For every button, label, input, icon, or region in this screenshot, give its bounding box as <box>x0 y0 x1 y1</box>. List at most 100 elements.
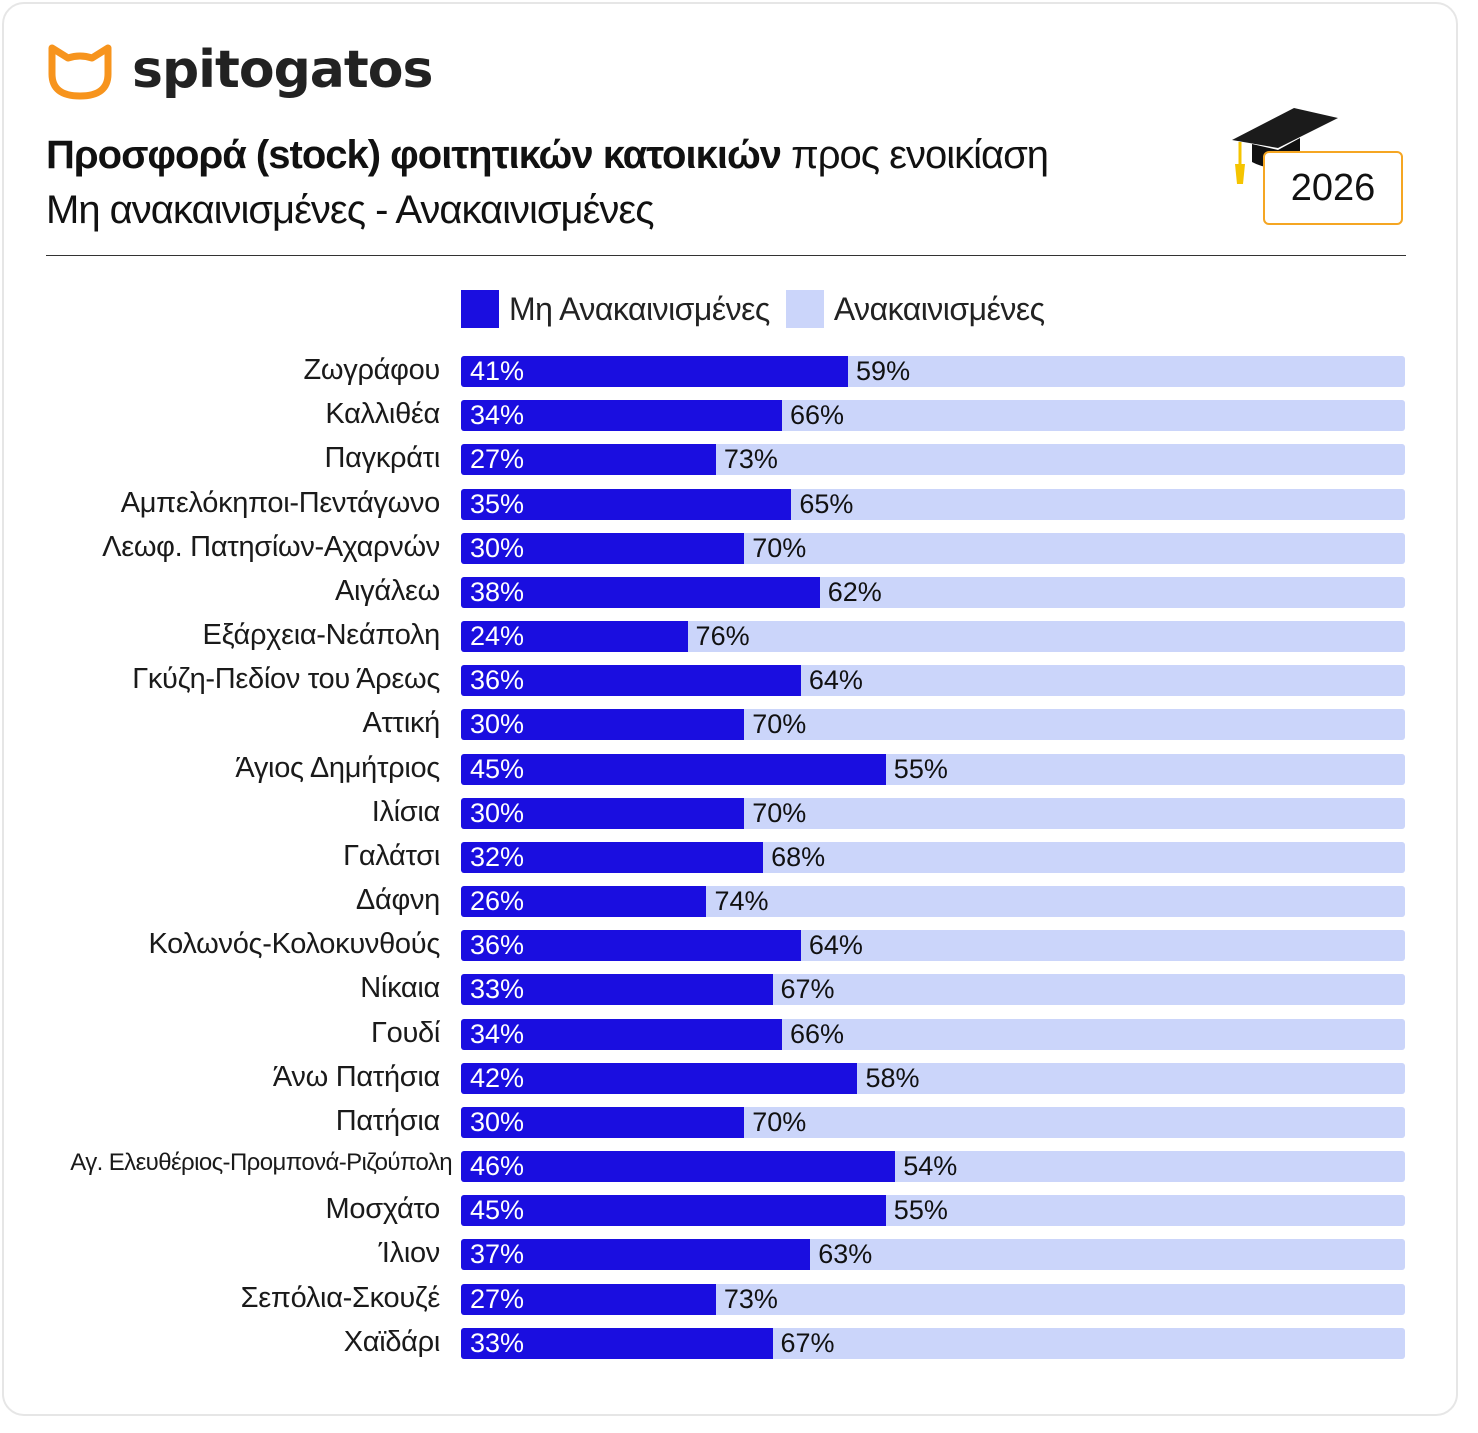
bar-renovated: 35% 65% <box>461 489 1405 520</box>
bar-renovated: 26% 74% <box>461 886 1405 917</box>
category-label: Αμπελόκηποι-Πεντάγωνο <box>120 487 441 519</box>
bar-renovated: 34% 66% <box>461 400 1405 431</box>
value-label-non-renovated: 37% <box>470 1239 525 1269</box>
bar-non-renovated <box>461 621 688 652</box>
category-label: Άγιος Δημήτριος <box>235 752 440 784</box>
category-label: Γκύζη-Πεδίον του Άρεως <box>132 663 440 695</box>
legend-item-non-renovated: Μη Ανακαινισμένες <box>461 290 770 328</box>
value-label-renovated: 70% <box>752 798 807 828</box>
value-label-non-renovated: 45% <box>470 1195 525 1225</box>
category-label: Ιλίσια <box>371 796 441 828</box>
value-label-non-renovated: 34% <box>470 400 525 430</box>
bar-renovated: 42% 58% <box>461 1063 1405 1094</box>
value-label-renovated: 66% <box>789 1019 844 1049</box>
bar-renovated: 38% 62% <box>461 577 1405 608</box>
value-label-non-renovated: 30% <box>470 533 525 563</box>
value-label-non-renovated: 36% <box>470 665 525 695</box>
bar-renovated: 45% 55% <box>461 1195 1405 1226</box>
legend-item-renovated: Ανακαινισμένες <box>785 290 1045 328</box>
legend-label-non-renovated: Μη Ανακαινισμένες <box>509 290 770 327</box>
value-label-renovated: 54% <box>903 1151 958 1181</box>
value-label-renovated: 67% <box>780 974 835 1004</box>
category-label: Παγκράτι <box>324 442 441 474</box>
category-label: Ζωγράφου <box>303 354 440 386</box>
brand-logo: spitogatos <box>44 40 433 100</box>
bar-non-renovated <box>461 577 820 608</box>
category-label: Μοσχάτο <box>325 1193 441 1225</box>
category-label: Κολωνός-Κολοκυνθούς <box>148 928 440 960</box>
chart-title: Προσφορά (stock) φοιτητικών κατοικιών πρ… <box>46 133 1049 177</box>
legend-swatch-renovated <box>785 290 824 328</box>
value-label-non-renovated: 35% <box>470 489 525 519</box>
legend-swatch-non-renovated <box>461 290 499 328</box>
category-label: Λεωφ. Πατησίων-Αχαρνών <box>102 531 440 563</box>
value-label-renovated: 70% <box>752 1107 807 1137</box>
category-label: Εξάρχεια-Νεάπολη <box>202 619 441 651</box>
category-label: Αγ. Ελευθέριος-Προμπονά-Ριζούπολη <box>70 1149 452 1176</box>
bar-non-renovated <box>461 930 801 961</box>
category-label: Αιγάλεω <box>334 575 440 607</box>
value-label-non-renovated: 41% <box>470 356 525 386</box>
category-label: Άνω Πατήσια <box>272 1061 440 1093</box>
bar-non-renovated <box>461 842 764 873</box>
header-divider <box>46 255 1406 256</box>
bar-non-renovated <box>461 886 707 917</box>
value-label-non-renovated: 34% <box>470 1019 525 1049</box>
value-label-non-renovated: 26% <box>470 886 525 916</box>
bar-renovated: 45% 55% <box>461 754 1405 785</box>
legend-label-renovated: Ανακαινισμένες <box>833 290 1045 327</box>
category-label: Γαλάτσι <box>343 840 440 872</box>
title-rest: προς ενοικίαση <box>791 133 1049 177</box>
bar-non-renovated <box>461 444 716 475</box>
bar-renovated: 37% 63% <box>461 1239 1405 1270</box>
bar-renovated: 34% 66% <box>461 1019 1405 1050</box>
bar-non-renovated <box>461 356 849 387</box>
bar-non-renovated <box>461 709 745 740</box>
value-label-renovated: 59% <box>856 356 911 386</box>
bar-renovated: 30% 70% <box>461 1107 1405 1138</box>
category-label: Πατήσια <box>335 1105 441 1137</box>
value-label-non-renovated: 27% <box>470 1284 525 1314</box>
value-label-renovated: 73% <box>723 444 778 474</box>
bar-non-renovated <box>461 974 773 1005</box>
value-label-renovated: 62% <box>827 577 882 607</box>
brand-name: spitogatos <box>132 40 433 100</box>
bar-non-renovated <box>461 1107 745 1138</box>
category-label: Νίκαια <box>360 972 440 1004</box>
bar-renovated: 33% 67% <box>461 1328 1405 1359</box>
value-label-renovated: 64% <box>808 930 863 960</box>
value-label-renovated: 76% <box>695 621 750 651</box>
value-label-non-renovated: 24% <box>470 621 525 651</box>
value-label-renovated: 58% <box>865 1063 920 1093</box>
title-bold: Προσφορά (stock) φοιτητικών κατοικιών <box>46 133 782 177</box>
bar-renovated: 27% 73% <box>461 444 1405 475</box>
cat-head-icon <box>48 44 112 100</box>
value-label-renovated: 67% <box>780 1328 835 1358</box>
bar-non-renovated <box>461 1019 782 1050</box>
category-label: Γουδί <box>370 1017 440 1049</box>
value-label-non-renovated: 46% <box>470 1151 525 1181</box>
bar-renovated: 36% 64% <box>461 665 1405 696</box>
value-label-non-renovated: 30% <box>470 798 525 828</box>
category-label: Δάφνη <box>355 884 440 916</box>
value-label-renovated: 65% <box>799 489 854 519</box>
bar-non-renovated <box>461 1239 811 1270</box>
category-label: Ίλιον <box>378 1237 441 1269</box>
value-label-renovated: 70% <box>752 533 807 563</box>
value-label-non-renovated: 32% <box>470 842 525 872</box>
category-label: Αττική <box>362 707 440 739</box>
category-label: Χαϊδάρι <box>343 1326 441 1358</box>
value-label-non-renovated: 45% <box>470 754 525 784</box>
value-label-non-renovated: 42% <box>470 1063 525 1093</box>
value-label-renovated: 68% <box>771 842 826 872</box>
bar-non-renovated <box>461 1151 896 1182</box>
value-label-non-renovated: 33% <box>470 974 525 1004</box>
value-label-renovated: 74% <box>714 886 769 916</box>
bar-renovated: 24% 76% <box>461 621 1405 652</box>
bar-renovated: 33% 67% <box>461 974 1405 1005</box>
bar-non-renovated <box>461 1284 716 1315</box>
bar-renovated: 27% 73% <box>461 1284 1405 1315</box>
bar-non-renovated <box>461 1063 858 1094</box>
bar-non-renovated <box>461 533 745 564</box>
bar-renovated: 30% 70% <box>461 709 1405 740</box>
